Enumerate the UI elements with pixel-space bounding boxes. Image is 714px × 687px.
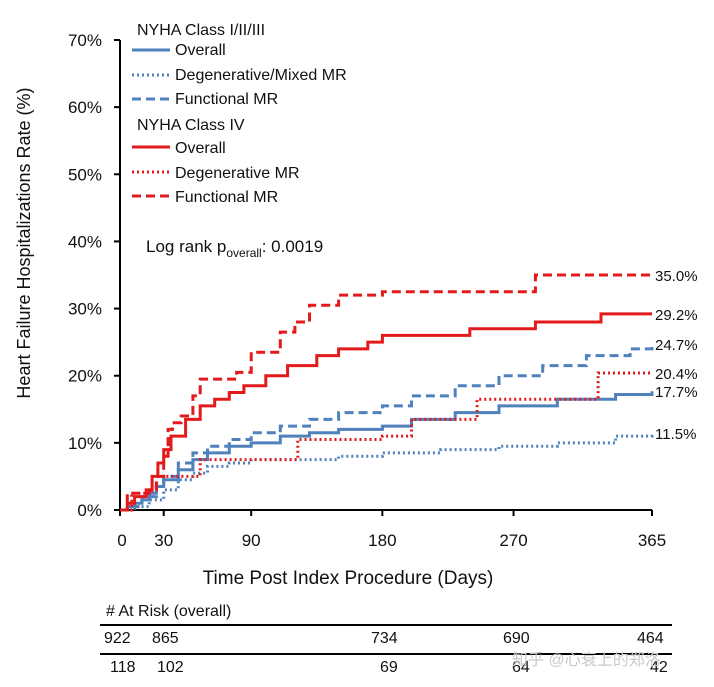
x-tick-label: 365	[638, 531, 666, 550]
series-end-label: 11.5%	[655, 426, 696, 443]
y-tick-label: 40%	[68, 232, 102, 251]
at-risk-cell: 464	[637, 630, 664, 647]
x-tick-label: 0	[117, 531, 126, 550]
y-tick-label: 20%	[68, 367, 102, 386]
series-curve-nyha4-dashed	[120, 273, 652, 512]
legend-label-nyha4-degenerative: Degenerative MR	[175, 165, 300, 182]
legend-label-nyha123-degenerative: Degenerative/Mixed MR	[175, 67, 347, 84]
at-risk-rule-mid	[100, 653, 672, 655]
watermark: 知乎 @心衰上的郑洛	[512, 652, 661, 669]
series-curve-nyha123-solid	[120, 391, 654, 512]
y-tick-label: 50%	[68, 165, 102, 184]
series-end-label: 24.7%	[655, 337, 698, 354]
series-end-label: 35.0%	[655, 268, 698, 285]
y-tick-label: 10%	[68, 434, 102, 453]
log-rank-annotation: Log rank poverall: 0.0019	[146, 237, 323, 260]
y-axis-label: Heart Failure Hospitalizations Rate (%)	[14, 87, 34, 398]
at-risk-cell: 118	[110, 659, 136, 676]
at-risk-title: # At Risk (overall)	[106, 603, 232, 620]
legend-label-nyha123-functional: Functional MR	[175, 91, 278, 108]
y-tick-label: 0%	[77, 501, 102, 520]
km-chart: 0% 10% 20% 30% 40% 50% 60% 70% 0 30 90 180 270 365 1…	[14, 22, 698, 589]
at-risk-rule-top	[100, 624, 672, 626]
at-risk-row-2: 118 102 69 64 42	[0, 657, 714, 679]
x-tick-label: 30	[154, 531, 173, 550]
x-tick-label: 180	[368, 531, 396, 550]
at-risk-row-1: 922 865 734 690 464	[0, 628, 714, 650]
y-tick-label: 60%	[68, 98, 102, 117]
at-risk-cell: 102	[157, 659, 184, 676]
y-tick-label: 70%	[68, 31, 102, 50]
series-curve-nyha4-dotted	[120, 371, 652, 512]
at-risk-cell: 690	[503, 630, 530, 647]
legend: NYHA Class I/II/III Overall Degenerative…	[132, 22, 347, 206]
series-curve-nyha4-solid	[120, 312, 652, 512]
legend-label-nyha4-functional: Functional MR	[175, 189, 278, 206]
x-tick-label: 90	[242, 531, 261, 550]
legend-label-nyha4-overall: Overall	[175, 140, 226, 157]
at-risk-cell: 734	[371, 630, 398, 647]
legend-group-1-title: NYHA Class I/II/III	[137, 22, 265, 39]
series-curve-nyha123-dashed	[120, 344, 654, 512]
at-risk-cell: 69	[380, 659, 398, 676]
series-end-label: 17.7%	[655, 384, 698, 401]
x-axis-label: Time Post Index Procedure (Days)	[203, 568, 494, 589]
at-risk-cell: 64	[512, 659, 530, 676]
at-risk-cell: 865	[152, 630, 179, 647]
legend-label-nyha123-overall: Overall	[175, 42, 226, 59]
legend-group-2-title: NYHA Class IV	[137, 117, 245, 134]
at-risk-cell: 922	[104, 630, 131, 647]
series-end-label: 20.4%	[655, 366, 698, 383]
series-curve-nyha123-dotted	[120, 432, 654, 512]
y-tick-label: 30%	[68, 300, 102, 319]
x-tick-label: 270	[499, 531, 527, 550]
series-end-label: 29.2%	[655, 307, 698, 324]
at-risk-cell: 42	[650, 659, 668, 676]
